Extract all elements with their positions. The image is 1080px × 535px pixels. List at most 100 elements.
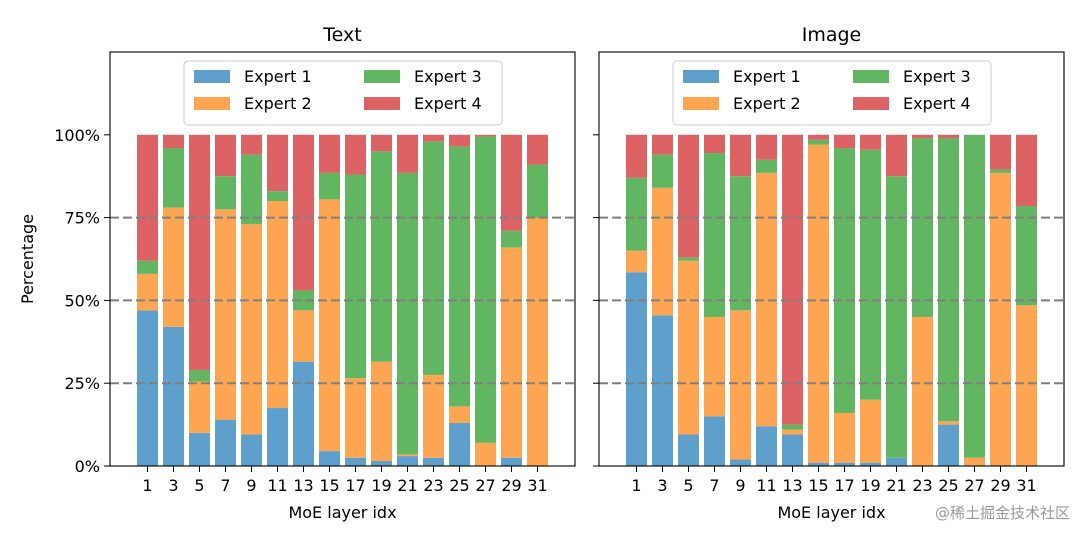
- panel-2-bar-23-expert-2: [912, 317, 933, 466]
- panel-2-bar-7-expert-4: [704, 135, 725, 153]
- panel-2-xtick-label-15: 15: [808, 476, 828, 495]
- panel-1-xtick-label-19: 19: [371, 476, 391, 495]
- panel-2-bar-5-expert-3: [678, 257, 699, 260]
- panel-2-bar-31-expert-2: [1016, 305, 1037, 466]
- panel-1-xtick-label-1: 1: [142, 476, 152, 495]
- panel-1-bar-5-expert-4: [189, 135, 210, 370]
- panel-1-bar-3-expert-2: [163, 208, 184, 327]
- panel-1-bar-17-expert-1: [345, 458, 366, 466]
- panel-1-bar-3-expert-3: [163, 148, 184, 208]
- y-axis-label: Percentage: [18, 214, 37, 304]
- panel-1-bar-25-expert-3: [449, 146, 470, 406]
- panel-2-bar-9-expert-4: [730, 135, 751, 176]
- panel-2-bar-7-expert-1: [704, 416, 725, 466]
- panel-2-bar-17-expert-4: [834, 135, 855, 148]
- panel-1-bar-1-expert-3: [137, 261, 158, 274]
- panel-1-bar-11-expert-1: [267, 408, 288, 466]
- panel-2-bar-1-expert-2: [626, 251, 647, 273]
- panel-1-xtick-label-25: 25: [449, 476, 469, 495]
- panel-1-legend-swatch-expert-2: [194, 97, 230, 110]
- panel-2-bar-13-expert-2: [782, 430, 803, 435]
- panel-2-bar-3-expert-1: [652, 315, 673, 466]
- panel-1-bar-21-expert-4: [397, 135, 418, 173]
- panel-2-bar-19-expert-4: [860, 135, 881, 150]
- panel-2-bar-29-expert-3: [990, 170, 1011, 173]
- panel-1-bar-19-expert-3: [371, 151, 392, 361]
- panel-1-bar-7-expert-2: [215, 209, 236, 419]
- panel-2-bar-25-expert-2: [938, 421, 959, 424]
- panel-2-bar-15-expert-3: [808, 140, 829, 145]
- panel-1-xtick-label-7: 7: [220, 476, 230, 495]
- panel-1-bar-17-expert-4: [345, 135, 366, 175]
- panel-1-ytick-label-25: 25%: [64, 374, 100, 393]
- panel-2-title: Image: [802, 24, 862, 46]
- panel-2-bar-5-expert-1: [678, 435, 699, 466]
- panel-2-legend-label-expert-3: Expert 3: [903, 67, 971, 86]
- panel-2-bar-13-expert-1: [782, 435, 803, 466]
- panel-1-ytick-label-50: 50%: [64, 291, 100, 310]
- panel-1-bar-5-expert-2: [189, 382, 210, 433]
- panel-1-xtick-label-15: 15: [319, 476, 339, 495]
- panel-1-bar-9-expert-2: [241, 224, 262, 434]
- panel-1-legend-swatch-expert-3: [364, 70, 400, 83]
- panel-2-bar-5-expert-2: [678, 261, 699, 435]
- panel-1-bar-7-expert-4: [215, 135, 236, 176]
- panel-2-legend-swatch-expert-4: [853, 97, 889, 110]
- panel-1-bar-7-expert-1: [215, 420, 236, 466]
- panel-1-bar-13-expert-2: [293, 310, 314, 361]
- panel-2-bar-3-expert-3: [652, 155, 673, 188]
- panel-2-bar-9-expert-2: [730, 310, 751, 459]
- panel-2-bar-19-expert-3: [860, 150, 881, 400]
- panel-2-bar-15-expert-2: [808, 145, 829, 463]
- panel-2-xtick-label-11: 11: [756, 476, 776, 495]
- panel-1-bar-1-expert-4: [137, 135, 158, 261]
- panel-1-bar-19-expert-1: [371, 461, 392, 466]
- panel-2-xtick-label-29: 29: [990, 476, 1010, 495]
- panel-1-bar-1-expert-2: [137, 274, 158, 310]
- panel-2-bar-1-expert-4: [626, 135, 647, 178]
- panel-2-legend-label-expert-2: Expert 2: [733, 94, 801, 113]
- panel-2-bar-25-expert-1: [938, 425, 959, 466]
- panel-1-title: Text: [322, 24, 361, 46]
- panel-1-xtick-label-23: 23: [423, 476, 443, 495]
- panel-1-xtick-label-9: 9: [246, 476, 256, 495]
- panel-2-bar-31-expert-4: [1016, 135, 1037, 206]
- panel-1-bar-13-expert-4: [293, 135, 314, 291]
- panel-1-bar-11-expert-4: [267, 135, 288, 191]
- panel-1-xtick-label-17: 17: [345, 476, 365, 495]
- panel-1-bar-7-expert-3: [215, 176, 236, 209]
- panel-1-ytick-label-100: 100%: [54, 126, 100, 145]
- panel-1-x-axis-label: MoE layer idx: [288, 503, 396, 522]
- panel-2-xtick-label-17: 17: [834, 476, 854, 495]
- panel-1-bar-29-expert-3: [501, 231, 522, 248]
- panel-1-bar-31-expert-3: [527, 165, 548, 218]
- panel-1-bar-19-expert-4: [371, 135, 392, 152]
- panel-1-bar-29-expert-1: [501, 458, 522, 466]
- panel-2-xtick-label-3: 3: [657, 476, 667, 495]
- panel-2-legend-swatch-expert-2: [683, 97, 719, 110]
- panel-1-legend-label-expert-2: Expert 2: [244, 94, 312, 113]
- panel-1-bar-21-expert-1: [397, 456, 418, 466]
- panel-1-bar-11-expert-3: [267, 191, 288, 201]
- panel-2-xtick-label-13: 13: [782, 476, 802, 495]
- panel-1-bar-3-expert-4: [163, 135, 184, 148]
- panel-2-xtick-label-25: 25: [938, 476, 958, 495]
- panel-2-xtick-label-5: 5: [683, 476, 693, 495]
- panel-2-bar-27-expert-3: [964, 135, 985, 458]
- panel-1-xtick-label-31: 31: [527, 476, 547, 495]
- panel-1-legend-label-expert-4: Expert 4: [414, 94, 482, 113]
- panel-2-xtick-label-19: 19: [860, 476, 880, 495]
- panel-1-bar-17-expert-2: [345, 378, 366, 457]
- panel-2-bar-13-expert-4: [782, 135, 803, 425]
- panel-1-ytick-label-75: 75%: [64, 209, 100, 228]
- panel-2-xtick-label-23: 23: [912, 476, 932, 495]
- watermark: @稀土掘金技术社区: [935, 502, 1070, 523]
- panel-2-legend-label-expert-4: Expert 4: [903, 94, 971, 113]
- panel-1-xtick-label-11: 11: [267, 476, 287, 495]
- panel-1-bar-5-expert-3: [189, 370, 210, 382]
- panel-2-bar-17-expert-2: [834, 413, 855, 463]
- panel-2-bar-31-expert-3: [1016, 206, 1037, 305]
- panel-1-bar-19-expert-2: [371, 362, 392, 461]
